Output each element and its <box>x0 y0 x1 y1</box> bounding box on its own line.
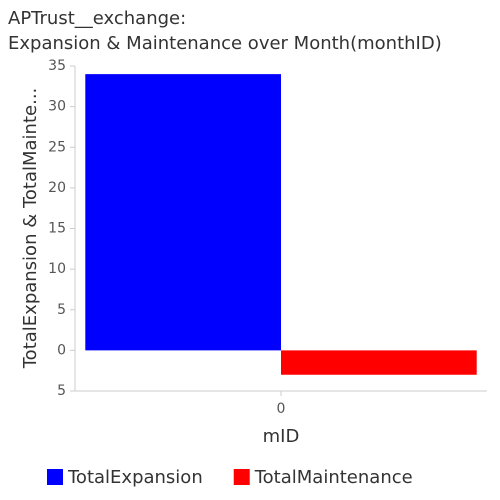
bar <box>281 350 477 375</box>
legend-swatch <box>233 469 250 485</box>
y-axis-title: TotalExpansion & TotalMainte... <box>20 88 41 370</box>
y-tick-label: 25 <box>48 139 66 155</box>
legend-label: TotalMaintenance <box>254 467 413 488</box>
y-tick-label: 5 <box>57 383 66 399</box>
x-axis-title: mID <box>263 426 300 447</box>
chart-title: APTrust__exchange: <box>8 8 186 29</box>
y-tick-label: 20 <box>48 180 66 196</box>
y-tick-label: 5 <box>57 302 66 318</box>
legend-swatch <box>47 469 63 485</box>
x-tick-label: 0 <box>277 401 286 417</box>
y-tick-label: 15 <box>48 221 66 237</box>
y-tick-label: 30 <box>48 99 66 115</box>
y-tick-label: 0 <box>57 342 66 358</box>
legend-label: TotalExpansion <box>67 467 203 488</box>
bar <box>85 74 281 351</box>
y-tick-label: 10 <box>48 261 66 277</box>
y-tick-label: 35 <box>48 58 66 74</box>
chart-title: Expansion & Maintenance over Month(month… <box>8 33 442 54</box>
